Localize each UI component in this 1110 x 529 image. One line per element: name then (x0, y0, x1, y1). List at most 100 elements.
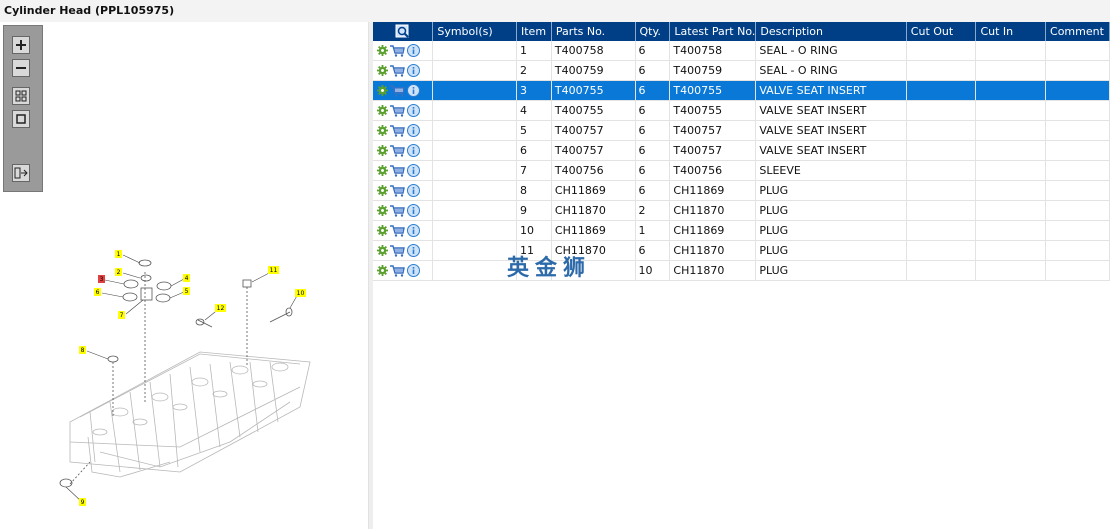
callout-2[interactable]: 2 (115, 268, 122, 276)
info-icon[interactable] (407, 244, 420, 258)
column-header-qty[interactable]: Qty. (635, 22, 671, 41)
plus-icon (16, 40, 26, 50)
cell-item: 1 (516, 41, 552, 61)
svg-text:3: 3 (100, 276, 104, 283)
column-header-cut-in[interactable]: Cut In (975, 22, 1047, 41)
cell-symbols (432, 140, 517, 161)
table-row[interactable]: 8 CH11869 6 CH11869 PLUG (373, 180, 1110, 201)
column-header-latest-part-no[interactable]: Latest Part No. (669, 22, 757, 41)
table-row[interactable]: 10 CH11869 1 CH11869 PLUG (373, 220, 1110, 241)
cell-comment (1045, 120, 1110, 141)
watermark: 英金狮 (507, 256, 592, 281)
cart-icon[interactable] (390, 105, 405, 117)
cart-icon[interactable] (390, 165, 405, 177)
callout-8[interactable]: 8 (79, 346, 86, 354)
gear-icon[interactable] (377, 205, 388, 217)
column-header-actions[interactable] (373, 22, 434, 41)
info-icon[interactable] (407, 64, 420, 78)
cart-icon[interactable] (390, 265, 405, 277)
minus-icon (16, 67, 26, 69)
column-header-description[interactable]: Description (755, 22, 907, 41)
cell-cut-in (975, 60, 1047, 81)
gear-icon[interactable] (377, 185, 388, 197)
info-icon[interactable] (407, 204, 420, 218)
info-icon[interactable] (407, 104, 420, 118)
table-row[interactable]: 5 T400757 6 T400757 VALVE SEAT INSERT (373, 120, 1110, 141)
cell-comment (1045, 41, 1110, 61)
gear-icon[interactable] (377, 85, 388, 97)
gear-icon[interactable] (377, 165, 388, 177)
callout-10[interactable]: 10 (295, 289, 306, 297)
gear-icon[interactable] (377, 225, 388, 237)
svg-text:6: 6 (96, 289, 100, 296)
cell-parts-no: CH11870 (551, 200, 636, 221)
cart-icon[interactable] (390, 85, 405, 97)
info-icon[interactable] (407, 264, 420, 278)
cart-icon[interactable] (390, 225, 405, 237)
callout-12[interactable]: 12 (215, 304, 226, 312)
callout-11[interactable]: 11 (268, 266, 279, 274)
info-icon[interactable] (407, 84, 420, 98)
column-header-item[interactable]: Item (516, 22, 552, 41)
info-icon[interactable] (407, 184, 420, 198)
info-icon[interactable] (407, 144, 420, 158)
table-row[interactable]: 9 CH11870 2 CH11870 PLUG (373, 200, 1110, 221)
cell-parts-no (551, 260, 636, 281)
column-header-comment[interactable]: Comment (1045, 22, 1110, 41)
table-row[interactable]: 10 CH11870 PLUG (373, 260, 1110, 281)
cart-icon[interactable] (390, 65, 405, 77)
gear-icon[interactable] (377, 245, 388, 257)
table-row[interactable]: 11 CH11870 6 CH11870 PLUG (373, 240, 1110, 261)
gear-icon[interactable] (377, 265, 388, 277)
info-icon[interactable] (407, 164, 420, 178)
callout-9[interactable]: 9 (79, 498, 86, 506)
cart-icon[interactable] (390, 145, 405, 157)
info-icon[interactable] (407, 224, 420, 238)
info-icon[interactable] (407, 44, 420, 58)
cell-description: PLUG (755, 200, 907, 221)
table-row[interactable]: 2 T400759 6 T400759 SEAL - O RING (373, 60, 1110, 81)
callout-7[interactable]: 7 (118, 311, 125, 319)
table-row[interactable]: 7 T400756 6 T400756 SLEEVE (373, 160, 1110, 181)
gear-icon[interactable] (377, 105, 388, 117)
cell-item: 3 (516, 80, 552, 101)
callout-4[interactable]: 4 (183, 274, 190, 282)
column-header-symbols[interactable]: Symbol(s) (432, 22, 517, 41)
cart-icon[interactable] (390, 245, 405, 257)
export-button[interactable] (12, 164, 30, 182)
gear-icon[interactable] (377, 125, 388, 137)
pane-splitter[interactable] (368, 22, 373, 529)
zoom-out-button[interactable] (12, 59, 30, 77)
exploded-diagram[interactable]: 1 2 3 4 5 6 7 8 9 10 11 12 (0, 222, 368, 522)
row-actions (373, 180, 434, 201)
gear-icon[interactable] (377, 65, 388, 77)
cart-icon[interactable] (390, 45, 405, 57)
cell-qty: 6 (635, 41, 671, 61)
gear-icon[interactable] (377, 145, 388, 157)
row-actions (373, 60, 434, 81)
svg-text:10: 10 (297, 290, 305, 297)
info-icon[interactable] (407, 124, 420, 138)
column-header-parts-no[interactable]: Parts No. (551, 22, 636, 41)
cell-parts-no: T400755 (551, 100, 636, 121)
callout-5[interactable]: 5 (183, 287, 190, 295)
callout-1[interactable]: 1 (115, 250, 122, 258)
svg-text:8: 8 (81, 347, 85, 354)
callout-3[interactable]: 3 (98, 275, 105, 283)
column-header-cut-out[interactable]: Cut Out (906, 22, 977, 41)
cell-cut-in (975, 180, 1047, 201)
svg-text:5: 5 (185, 288, 189, 295)
cell-latest-part-no: T400755 (669, 80, 757, 101)
gear-icon[interactable] (377, 45, 388, 57)
callout-6[interactable]: 6 (94, 288, 101, 296)
zoom-in-button[interactable] (12, 36, 30, 54)
single-view-button[interactable] (12, 110, 30, 128)
cart-icon[interactable] (390, 205, 405, 217)
table-row[interactable]: 4 T400755 6 T400755 VALVE SEAT INSERT (373, 100, 1110, 121)
cart-icon[interactable] (390, 185, 405, 197)
table-row[interactable]: 3 T400755 6 T400755 VALVE SEAT INSERT (373, 80, 1110, 101)
table-row[interactable]: 6 T400757 6 T400757 VALVE SEAT INSERT (373, 140, 1110, 161)
grid-view-button[interactable] (12, 87, 30, 105)
table-row[interactable]: 1 T400758 6 T400758 SEAL - O RING (373, 41, 1110, 61)
cart-icon[interactable] (390, 125, 405, 137)
